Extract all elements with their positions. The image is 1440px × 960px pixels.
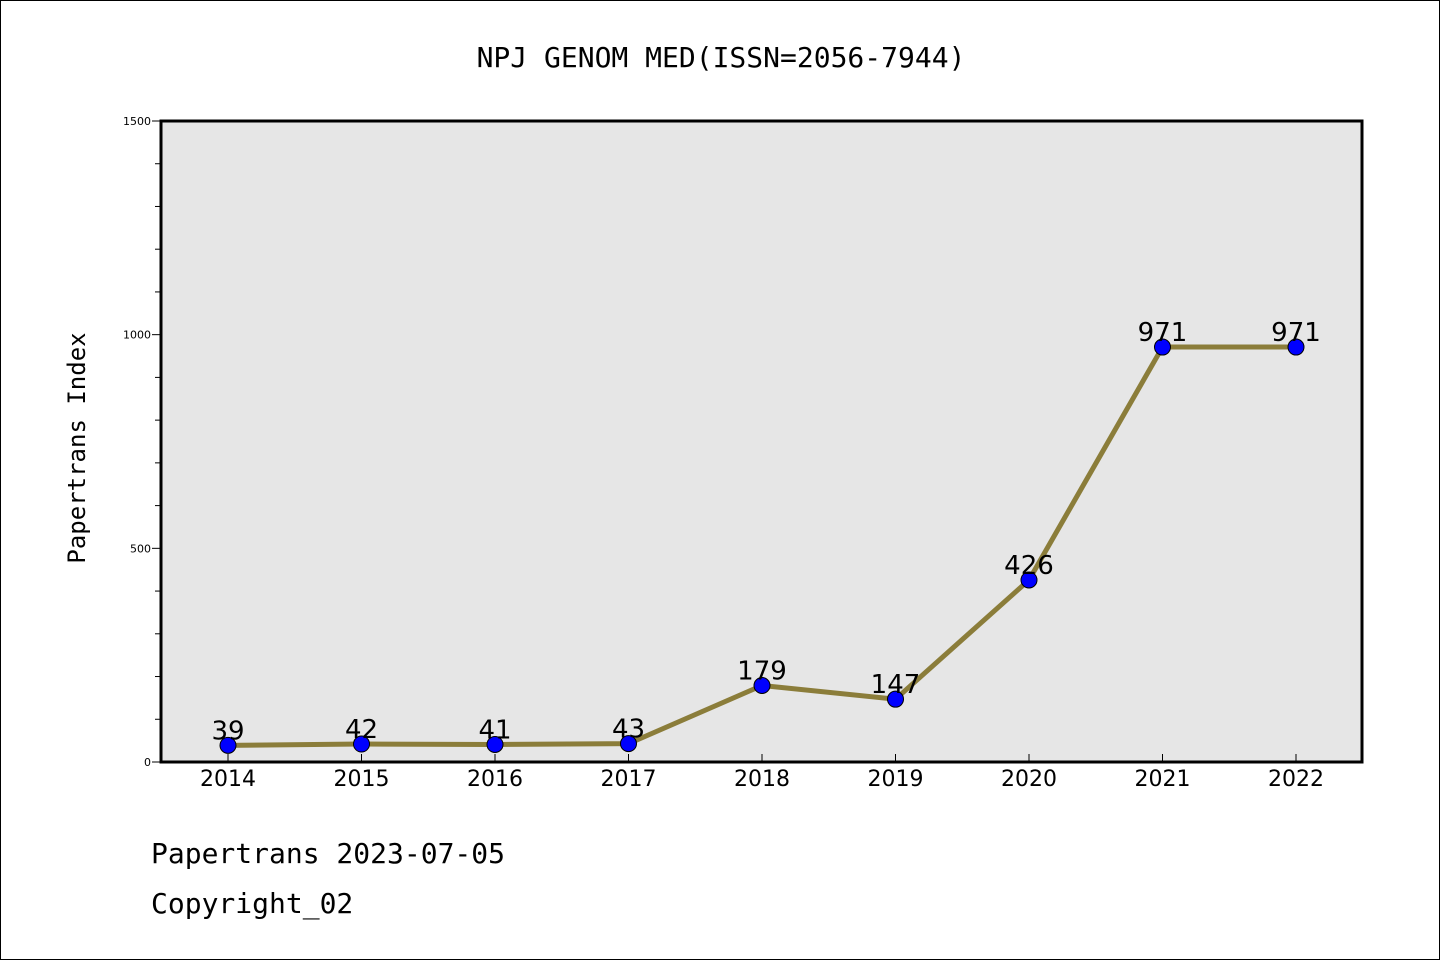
footer-copyright: Copyright_02 [151,887,354,920]
x-tick-label: 2017 [601,767,657,792]
data-label: 971 [1138,318,1188,348]
data-label: 179 [737,657,787,687]
data-point [1020,571,1038,589]
x-tick-label: 2018 [734,767,790,792]
chart-title: NPJ GENOM MED(ISSN=2056-7944) [477,41,966,74]
footer-date: Papertrans 2023-07-05 [151,837,506,870]
y-tick-label: 0 [144,756,151,769]
x-tick-label: 2014 [200,767,256,792]
data-point [1287,338,1305,356]
x-tick-label: 2020 [1001,767,1057,792]
data-point [1154,338,1171,356]
data-point [353,735,370,753]
data-point [486,735,504,753]
data-label: 43 [612,715,645,745]
x-tick-label: 2021 [1135,767,1191,792]
chart-marks: 0 500 1000 1500 2014 2015 2016 2017 2018 2019 2020… [123,115,1324,792]
x-tick-label: 2022 [1268,767,1324,792]
x-tick-label: 2019 [868,767,924,792]
data-label: 39 [211,716,244,746]
data-label: 971 [1271,318,1321,348]
y-tick-label: 500 [130,542,151,555]
data-label: 42 [345,715,378,745]
y-axis-label: Papertrans Index [63,332,91,563]
data-point [887,690,904,708]
data-point [620,735,637,753]
data-point [753,677,771,695]
y-tick-label: 1000 [123,329,151,342]
data-label: 41 [478,715,511,745]
data-label: 426 [1004,551,1054,581]
x-tick-label: 2015 [334,767,390,792]
x-tick-label: 2016 [467,767,523,792]
data-point [219,736,237,754]
y-tick-label: 1500 [123,115,151,128]
plot-area [159,119,1364,764]
data-label: 147 [871,670,921,700]
